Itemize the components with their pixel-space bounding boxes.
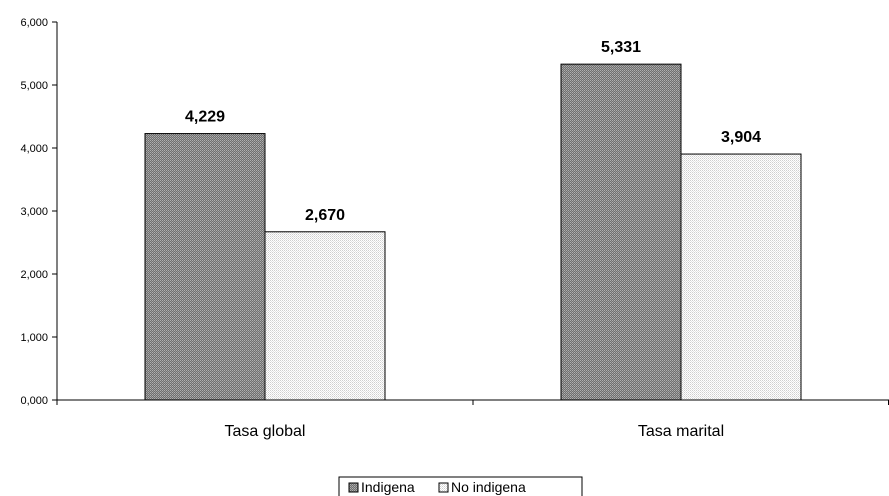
legend-swatch	[438, 482, 449, 493]
bar-no-indigena	[264, 231, 386, 401]
y-tick-label: 5,000	[20, 80, 48, 92]
legend-frame	[338, 476, 583, 496]
data-label: 5,331	[601, 39, 641, 56]
data-labels: 4,229 2,670 5,331 3,904	[185, 39, 761, 224]
y-axis-ticks: 0,000 1,000 2,000 3,000 4,000 5,000 6,000	[20, 17, 57, 407]
bar-no-indigena	[680, 153, 802, 401]
bar-indigena	[560, 63, 682, 401]
category-labels: Tasa global Tasa marital	[225, 423, 725, 440]
bar-indigena	[144, 133, 266, 401]
data-label: 2,670	[305, 207, 345, 224]
data-label: 3,904	[721, 129, 761, 146]
bars	[144, 63, 802, 401]
legend-label: No indigena	[451, 479, 526, 495]
y-tick-label: 2,000	[20, 269, 48, 281]
y-tick-label: 4,000	[20, 143, 48, 155]
y-tick-label: 1,000	[20, 332, 48, 344]
legend: Indigena No indigena	[338, 476, 583, 496]
legend-swatch	[348, 482, 359, 493]
x-category-label: Tasa marital	[638, 423, 724, 440]
x-axis-ticks	[56, 400, 889, 405]
y-tick-label: 0,000	[20, 395, 48, 407]
data-label: 4,229	[185, 109, 225, 126]
x-category-label: Tasa global	[225, 423, 306, 440]
legend-label: Indigena	[361, 479, 415, 495]
y-tick-label: 6,000	[20, 17, 48, 29]
y-tick-label: 3,000	[20, 206, 48, 218]
